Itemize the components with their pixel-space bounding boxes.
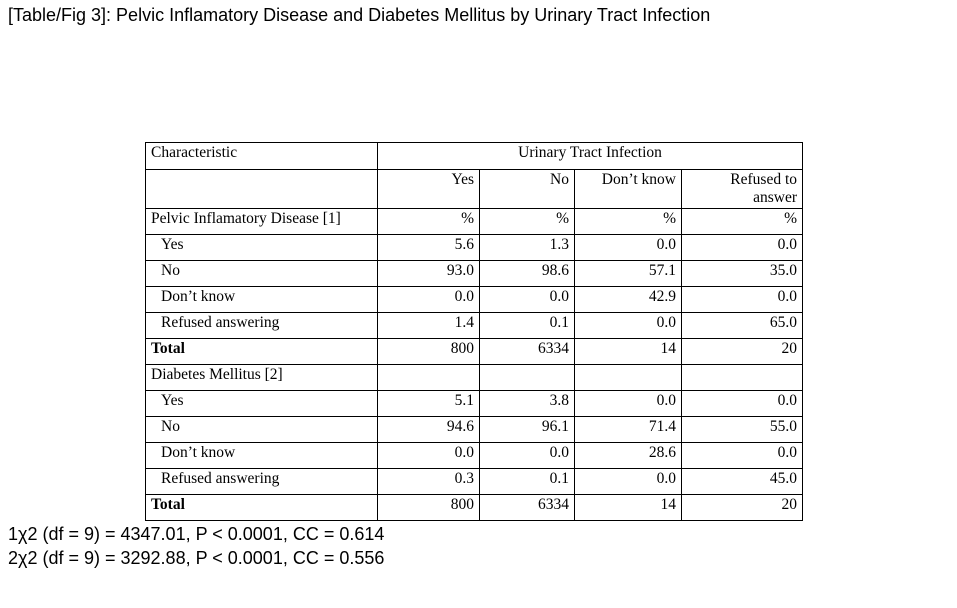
value-cell: 0.0: [479, 441, 575, 469]
unit-cell: %: [479, 207, 575, 235]
characteristic-header: Characteristic: [145, 142, 378, 170]
value-cell: 71.4: [574, 415, 682, 443]
total-cell: 6334: [479, 493, 575, 521]
value-cell: 28.6: [574, 441, 682, 469]
value-cell: 42.9: [574, 285, 682, 313]
row-label: Refused answering: [145, 311, 378, 339]
total-cell: 800: [377, 337, 480, 365]
total-cell: 800: [377, 493, 480, 521]
row-label: Yes: [145, 233, 378, 261]
col-header-yes: Yes: [377, 169, 480, 209]
value-cell: 0.0: [680, 285, 804, 313]
unit-cell: [574, 363, 682, 391]
row-label: Refused answering: [145, 467, 378, 495]
col-header-no: No: [479, 169, 575, 209]
value-cell: 96.1: [479, 415, 575, 443]
value-cell: 0.0: [574, 311, 682, 339]
value-cell: 0.0: [377, 285, 480, 313]
value-cell: 1.4: [377, 311, 480, 339]
table-row: Yes 5.1 3.8 0.0 0.0: [145, 389, 804, 417]
section-label: Diabetes Mellitus [2]: [145, 363, 378, 391]
value-cell: 35.0: [680, 259, 804, 287]
value-cell: 55.0: [680, 415, 804, 443]
value-cell: 5.6: [377, 233, 480, 261]
section-dm-header-row: Diabetes Mellitus [2]: [145, 363, 804, 391]
value-cell: 65.0: [680, 311, 804, 339]
value-cell: 0.3: [377, 467, 480, 495]
unit-cell: [479, 363, 575, 391]
value-cell: 0.1: [479, 311, 575, 339]
value-cell: 45.0: [680, 467, 804, 495]
value-cell: 0.0: [680, 441, 804, 469]
footnote-chi-square-2: 2χ2 (df = 9) = 3292.88, P < 0.0001, CC =…: [8, 548, 385, 568]
value-cell: 0.0: [574, 233, 682, 261]
table-row: Don’t know 0.0 0.0 28.6 0.0: [145, 441, 804, 469]
total-cell: 14: [574, 337, 682, 365]
total-row: Total 800 6334 14 20: [145, 493, 804, 521]
footnote-chi-square-1: 1χ2 (df = 9) = 4347.01, P < 0.0001, CC =…: [8, 524, 385, 544]
col-header-dont-know: Don’t know: [574, 169, 682, 209]
value-cell: 1.3: [479, 233, 575, 261]
row-label: Don’t know: [145, 441, 378, 469]
section-pid-header-row: Pelvic Inflamatory Disease [1] % % % %: [145, 207, 804, 235]
value-cell: 0.0: [479, 285, 575, 313]
value-cell: 0.0: [574, 467, 682, 495]
table-row: Refused answering 1.4 0.1 0.0 65.0: [145, 311, 804, 339]
value-cell: 94.6: [377, 415, 480, 443]
value-cell: 0.0: [680, 389, 804, 417]
total-label: Total: [145, 493, 378, 521]
value-cell: 0.0: [377, 441, 480, 469]
group-header: Urinary Tract Infection: [376, 142, 804, 170]
total-row: Total 800 6334 14 20: [145, 337, 804, 365]
row-label: Yes: [145, 389, 378, 417]
total-cell: 20: [680, 337, 804, 365]
value-cell: 98.6: [479, 259, 575, 287]
total-cell: 14: [574, 493, 682, 521]
figure-title: [Table/Fig 3]: Pelvic Inflamatory Diseas…: [8, 5, 711, 25]
table-row: Yes 5.6 1.3 0.0 0.0: [145, 233, 804, 261]
total-cell: 6334: [479, 337, 575, 365]
unit-cell: [680, 363, 804, 391]
total-cell: 20: [680, 493, 804, 521]
table-row: Refused answering 0.3 0.1 0.0 45.0: [145, 467, 804, 495]
row-label: Don’t know: [145, 285, 378, 313]
empty-cell: [145, 169, 378, 209]
value-cell: 0.0: [680, 233, 804, 261]
value-cell: 3.8: [479, 389, 575, 417]
unit-cell: [377, 363, 480, 391]
unit-cell: %: [574, 207, 682, 235]
footnotes: 1χ2 (df = 9) = 4347.01, P < 0.0001, CC =…: [8, 522, 384, 570]
value-cell: 57.1: [574, 259, 682, 287]
table-header-row: Characteristic Urinary Tract Infection: [145, 142, 804, 170]
uti-table: Characteristic Urinary Tract Infection Y…: [145, 142, 804, 521]
row-label: No: [145, 415, 378, 443]
total-label: Total: [145, 337, 378, 365]
column-header-row: Yes No Don’t know Refused to answer: [145, 169, 804, 209]
unit-cell: %: [680, 207, 804, 235]
value-cell: 0.1: [479, 467, 575, 495]
value-cell: 5.1: [377, 389, 480, 417]
col-header-refused: Refused to answer: [680, 169, 804, 209]
table-row: Don’t know 0.0 0.0 42.9 0.0: [145, 285, 804, 313]
unit-cell: %: [377, 207, 480, 235]
value-cell: 93.0: [377, 259, 480, 287]
row-label: No: [145, 259, 378, 287]
section-label: Pelvic Inflamatory Disease [1]: [145, 207, 378, 235]
table-row: No 94.6 96.1 71.4 55.0: [145, 415, 804, 443]
value-cell: 0.0: [574, 389, 682, 417]
table-row: No 93.0 98.6 57.1 35.0: [145, 259, 804, 287]
